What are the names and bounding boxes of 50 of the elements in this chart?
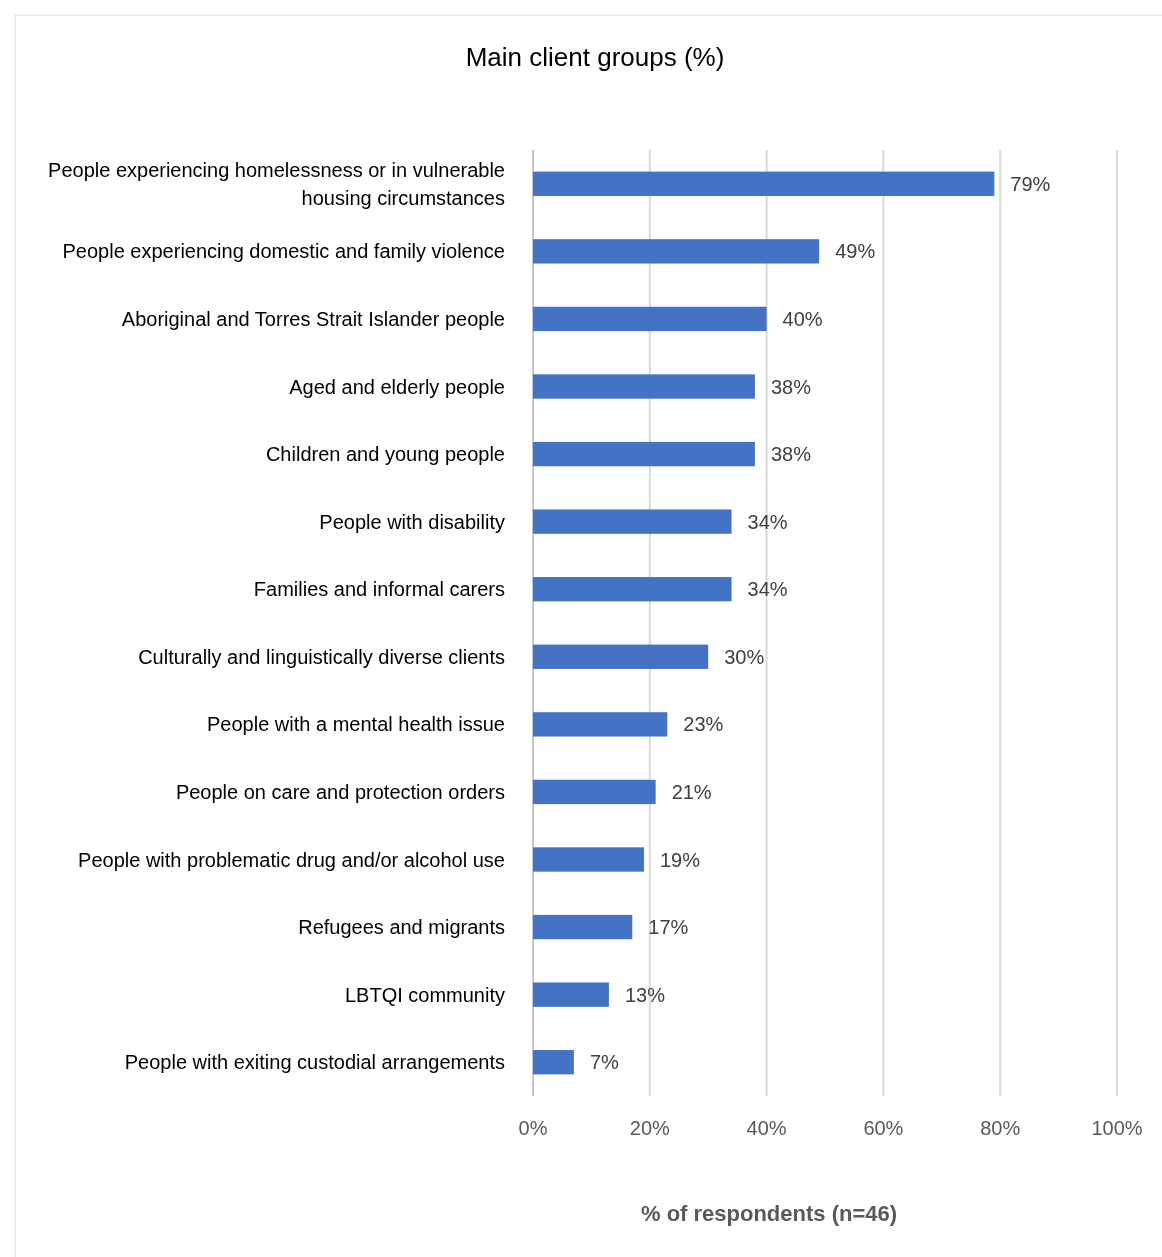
y-tick-label: Aboriginal and Torres Strait Islander people <box>121 307 505 330</box>
bar <box>533 1050 574 1075</box>
x-axis-title: % of respondents (n=46) <box>640 1201 898 1226</box>
y-tick-label: Children and young people <box>265 443 505 466</box>
chart-title: Main client groups (%) <box>465 42 725 72</box>
y-tick-label: Families and informal carers <box>253 578 505 601</box>
data-label: 34% <box>747 578 788 601</box>
data-label: 30% <box>724 645 765 668</box>
y-tick-label: People on care and protection orders <box>175 780 505 803</box>
data-label: 34% <box>747 510 788 533</box>
data-label: 38% <box>770 443 812 466</box>
bar <box>533 712 668 737</box>
data-label: 79% <box>1010 172 1051 195</box>
data-label: 38% <box>770 375 812 398</box>
bar <box>533 374 755 399</box>
bar <box>533 239 820 264</box>
y-tick-label: People with exiting custodial arrangements <box>124 1051 505 1074</box>
bar <box>533 171 995 196</box>
x-tick-label: 60% <box>863 1117 904 1139</box>
y-tick-label: People experiencing domestic and family violence <box>62 240 505 263</box>
x-tick-label: 0% <box>518 1117 548 1139</box>
x-tick-label: 80% <box>980 1117 1021 1139</box>
bar <box>533 306 767 332</box>
bar <box>533 982 609 1007</box>
data-label: 23% <box>683 713 724 736</box>
data-label: 21% <box>671 780 712 803</box>
y-tick-label: People experiencing homelessness or in vulnerable housing circumstances <box>48 158 505 209</box>
x-tick-label: 20% <box>629 1117 671 1139</box>
bar <box>533 914 633 940</box>
data-label: 17% <box>648 916 689 939</box>
y-tick-label: People with disability <box>319 510 505 533</box>
bar <box>533 577 732 602</box>
x-tick-label: 40% <box>746 1117 787 1139</box>
bar <box>533 509 732 534</box>
data-label: 13% <box>624 983 666 1006</box>
bar <box>533 644 709 669</box>
y-tick-label: People with a mental health issue <box>207 713 505 736</box>
bar <box>533 779 656 805</box>
bar <box>533 847 644 872</box>
x-tick-label: 100% <box>1091 1117 1143 1139</box>
data-label: 49% <box>835 240 876 263</box>
data-label: 40% <box>782 307 823 330</box>
y-tick-label: People with problematic drug and/or alcohol use <box>78 848 505 871</box>
y-tick-label: Refugees and migrants <box>298 916 505 939</box>
y-tick-label: LBTQI community <box>344 983 505 1006</box>
y-tick-label: Culturally and linguistically diverse clients <box>138 645 505 668</box>
y-tick-label: Aged and elderly people <box>289 375 505 398</box>
data-label: 19% <box>659 848 701 871</box>
data-label: 7% <box>589 1051 619 1074</box>
bar <box>533 441 755 467</box>
